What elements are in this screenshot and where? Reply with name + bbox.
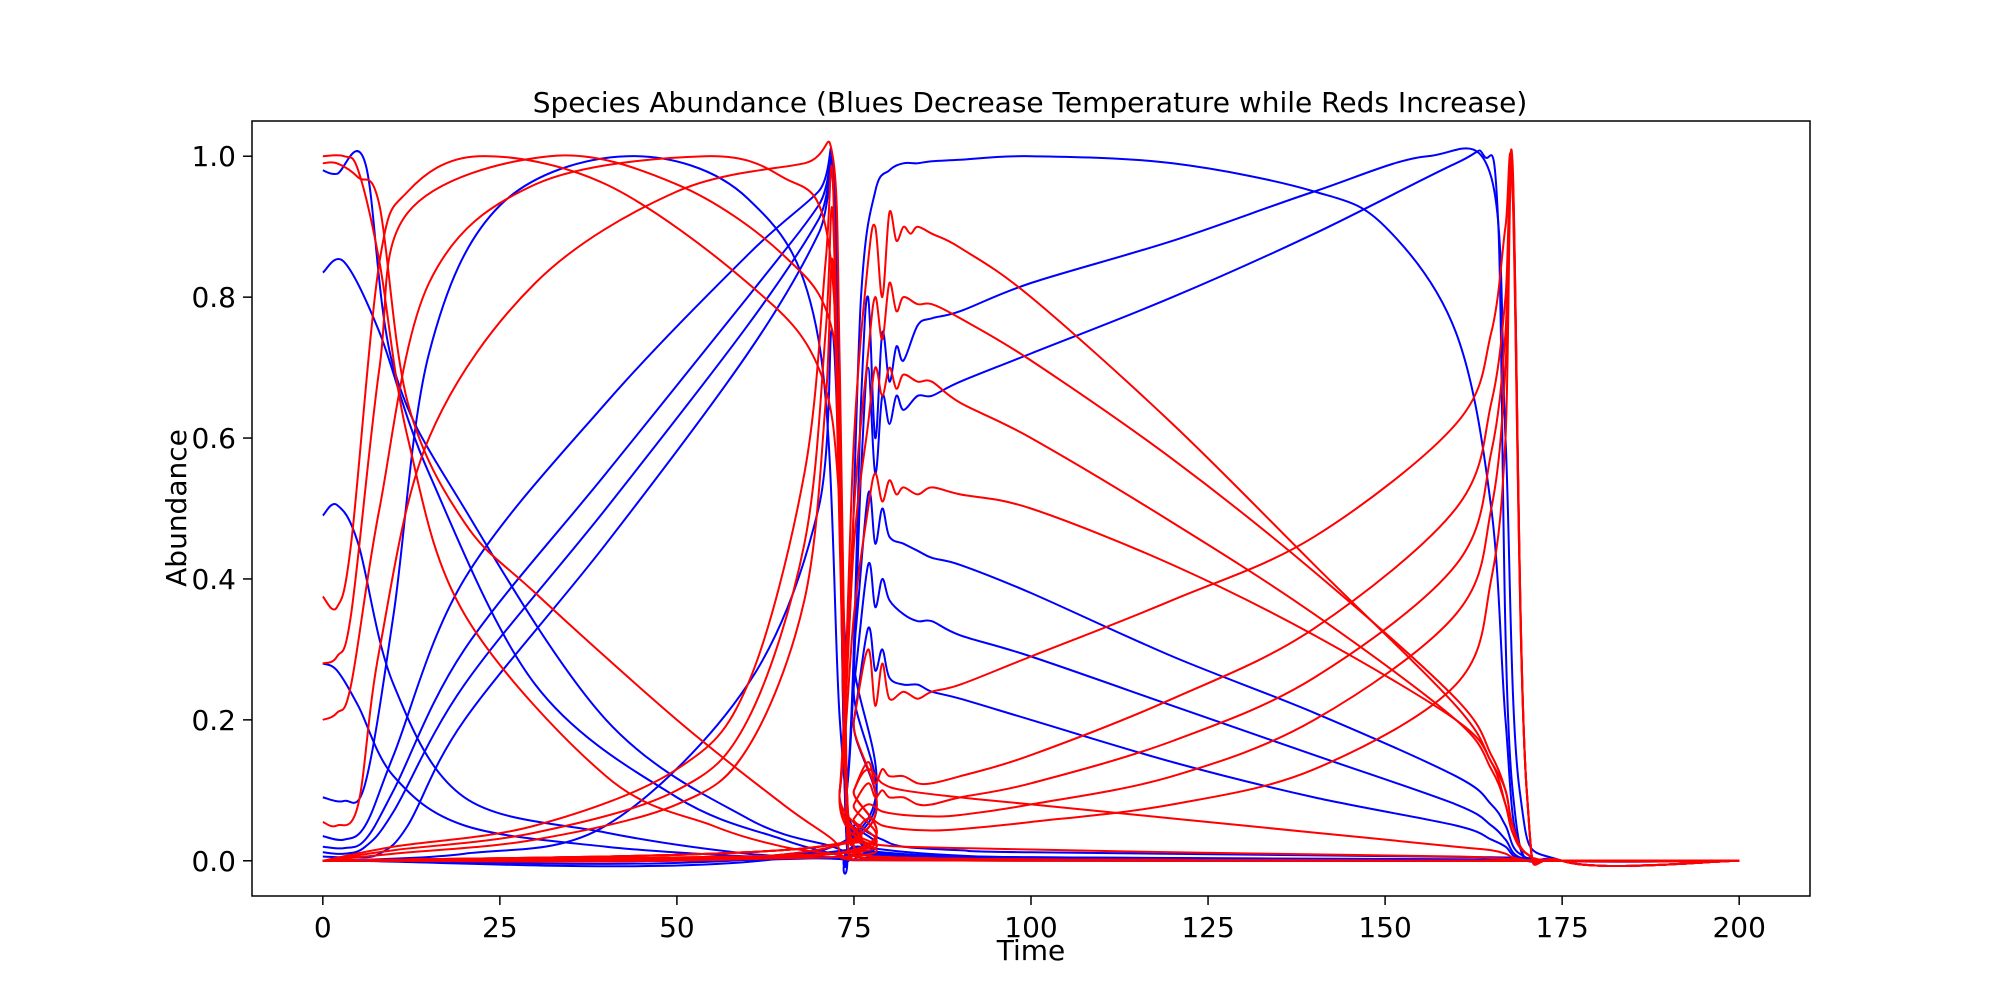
series-layer bbox=[322, 140, 1740, 875]
series-line-red-24 bbox=[322, 257, 1740, 862]
y-tick-label: 0.2 bbox=[191, 704, 236, 737]
series-line-red-33 bbox=[322, 167, 1740, 867]
x-tick-label: 100 bbox=[1004, 911, 1057, 944]
y-tick-label: 1.0 bbox=[191, 140, 236, 173]
series-line-red-28 bbox=[322, 472, 1740, 863]
x-tick-label: 50 bbox=[659, 911, 695, 944]
y-axis: 0.0 0.2 0.4 0.6 0.8 1.0 bbox=[191, 140, 252, 878]
x-tick-label: 200 bbox=[1712, 911, 1765, 944]
y-axis-label: Abundance bbox=[160, 429, 193, 587]
x-tick-label: 0 bbox=[314, 911, 332, 944]
y-tick-label: 0.0 bbox=[191, 845, 236, 878]
series-line-blue-12 bbox=[322, 490, 1740, 868]
series-line-red-35 bbox=[322, 838, 1740, 862]
chart-title: Species Abundance (Blues Decrease Temper… bbox=[533, 86, 1528, 119]
x-tick-label: 150 bbox=[1358, 911, 1411, 944]
x-tick-label: 25 bbox=[482, 911, 518, 944]
x-axis-label: Time bbox=[996, 934, 1066, 967]
y-tick-label: 0.8 bbox=[191, 281, 236, 314]
x-axis: 0 25 50 75 100 125 150 175 200 bbox=[314, 896, 1766, 944]
x-tick-label: 175 bbox=[1535, 911, 1588, 944]
x-tick-label: 125 bbox=[1181, 911, 1234, 944]
y-tick-label: 0.4 bbox=[191, 563, 236, 596]
x-tick-label: 75 bbox=[836, 911, 872, 944]
series-line-red-34 bbox=[322, 768, 1740, 863]
y-tick-label: 0.6 bbox=[191, 422, 236, 455]
